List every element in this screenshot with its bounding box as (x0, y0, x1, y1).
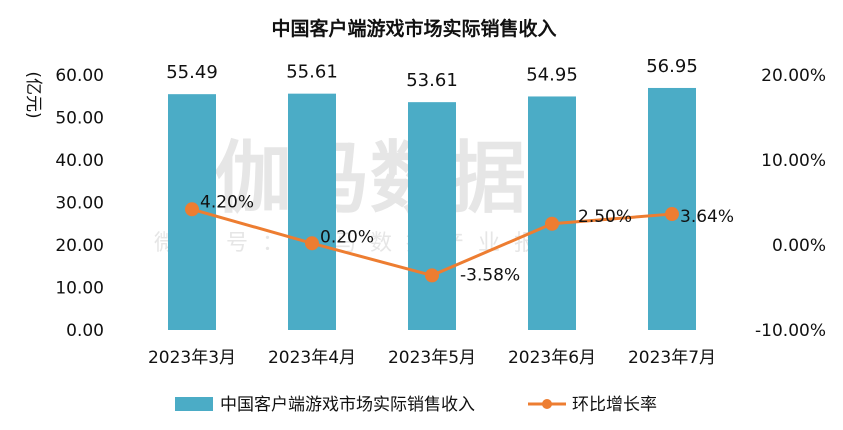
bar (528, 96, 576, 331)
bar-value-labels: 55.49 55.61 53.61 54.95 56.95 (166, 56, 698, 91)
left-tick-label: 0.00 (66, 321, 104, 341)
legend-line-label: 环比增长率 (572, 395, 657, 415)
right-axis-ticks: -10.00% 0.00% 10.00% 20.00% (755, 66, 826, 341)
x-tick-label: 2023年7月 (628, 348, 716, 368)
bar-value-label: 53.61 (406, 70, 458, 91)
legend-line-marker (542, 399, 552, 409)
line-value-labels: 4.20% 0.20% -3.58% 2.50% 3.64% (200, 192, 734, 285)
line-value-label: -3.58% (460, 265, 520, 285)
line-value-label: 4.20% (200, 192, 254, 212)
y-axis-label: (亿元) (23, 71, 43, 118)
right-tick-label: 10.00% (761, 151, 826, 171)
bar-value-label: 55.49 (166, 62, 218, 83)
left-tick-label: 50.00 (55, 109, 104, 129)
left-tick-label: 40.00 (55, 151, 104, 171)
right-tick-label: -10.00% (755, 321, 826, 341)
line-point (425, 268, 439, 283)
line-point (305, 236, 319, 251)
bar-value-label: 54.95 (526, 64, 578, 85)
line-point (545, 216, 559, 231)
left-tick-label: 60.00 (55, 66, 104, 86)
line-point (665, 207, 679, 222)
left-tick-label: 20.00 (55, 236, 104, 256)
right-tick-label: 20.00% (761, 66, 826, 86)
legend: 中国客户端游戏市场实际销售收入 环比增长率 (175, 395, 657, 415)
right-tick-label: 0.00% (772, 236, 826, 256)
legend-bar-label: 中国客户端游戏市场实际销售收入 (220, 395, 475, 415)
line-point (185, 202, 199, 217)
chart-title: 中国客户端游戏市场实际销售收入 (271, 17, 556, 40)
x-tick-label: 2023年6月 (508, 348, 596, 368)
left-axis-ticks: 0.00 10.00 20.00 30.00 40.00 50.00 60.00 (55, 66, 104, 341)
bar-value-label: 55.61 (286, 62, 338, 83)
left-tick-label: 30.00 (55, 194, 104, 214)
line-value-label: 0.20% (320, 227, 374, 247)
line-value-label: 3.64% (680, 207, 734, 227)
bar-series (168, 87, 696, 331)
x-tick-label: 2023年4月 (268, 348, 356, 368)
line-value-label: 2.50% (578, 207, 632, 227)
bar (288, 93, 336, 330)
line-series (185, 202, 679, 283)
left-tick-label: 10.00 (55, 279, 104, 299)
x-tick-label: 2023年3月 (148, 348, 236, 368)
watermark-sub: 微信号：伽马数据产业报告 (154, 231, 586, 256)
x-axis-ticks: 2023年3月 2023年4月 2023年5月 2023年6月 2023年7月 (148, 348, 716, 368)
x-tick-label: 2023年5月 (388, 348, 476, 368)
bar-value-label: 56.95 (646, 56, 698, 77)
bar (408, 102, 456, 330)
watermark-main: 伽马数据 (214, 134, 526, 224)
watermark: 伽马数据 微信号：伽马数据产业报告 (154, 134, 586, 256)
legend-bar-swatch (175, 397, 213, 411)
